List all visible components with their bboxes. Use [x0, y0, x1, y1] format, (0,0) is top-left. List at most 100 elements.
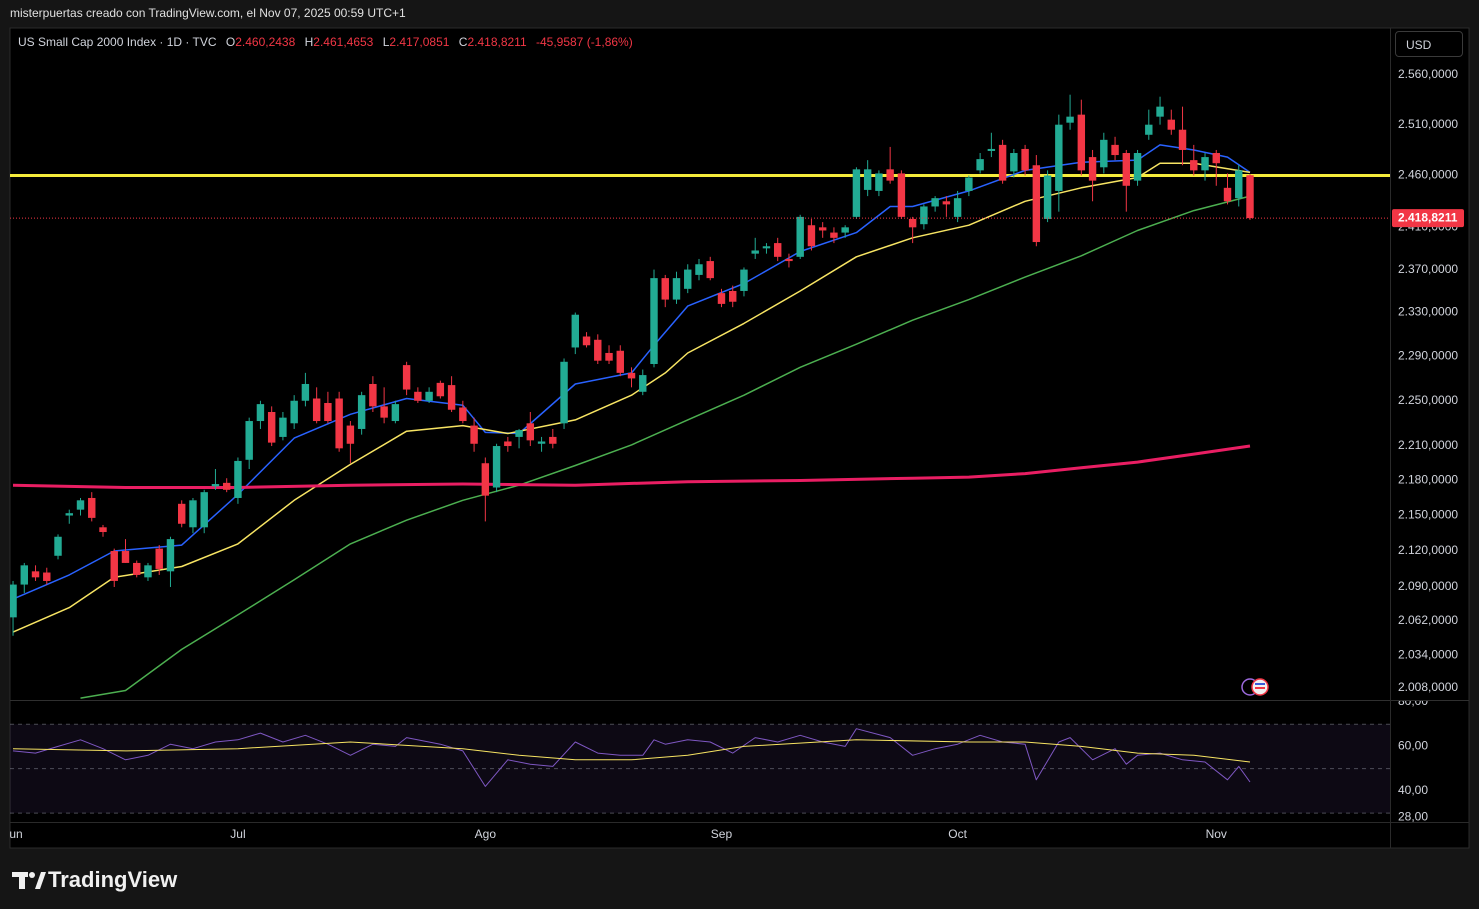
moving-average	[12, 162, 1251, 633]
rsi-axis: 80,00 60,00 40,00 28,00	[1398, 701, 1428, 824]
candle-body	[706, 261, 714, 279]
candle-body	[976, 159, 984, 171]
candle-body	[953, 198, 962, 217]
candle-body	[1212, 153, 1220, 164]
candle-body	[717, 293, 726, 304]
candle-body	[886, 169, 894, 181]
y-tick-label: 2.330,0000	[1398, 305, 1458, 319]
candle-body	[942, 201, 951, 205]
candle-body	[346, 425, 355, 444]
candle-body	[402, 365, 411, 390]
candle-body	[279, 417, 287, 437]
candle-body	[290, 400, 298, 424]
candle-body	[391, 404, 400, 422]
candle-body	[222, 482, 231, 490]
candle-body	[470, 425, 478, 444]
candle-body	[324, 403, 332, 422]
ohlc-value: 2.418,8211	[467, 35, 527, 49]
x-tick-label: Jun	[3, 827, 22, 841]
candle-body	[582, 336, 591, 346]
candle-body	[1190, 160, 1198, 171]
candle-body	[515, 430, 523, 437]
candle-body	[650, 278, 658, 364]
candle-body	[897, 173, 906, 217]
y-tick-label: 2.210,0000	[1398, 438, 1458, 452]
attribution: misterpuertas creado con TradingView.com…	[10, 6, 406, 20]
x-tick-label: Jul	[230, 827, 245, 841]
candle-body	[627, 372, 636, 379]
candle-body	[88, 497, 96, 518]
candle-body	[920, 206, 928, 225]
candle-body	[1010, 153, 1018, 172]
candle-body	[740, 269, 748, 291]
candle-body	[987, 148, 996, 151]
candle-body	[1235, 170, 1243, 199]
x-tick-label: Sep	[711, 827, 733, 841]
candle-body	[863, 169, 872, 190]
candle-body	[852, 169, 861, 217]
candle-body	[65, 513, 73, 516]
candle-body	[616, 350, 624, 373]
candle-body	[1100, 139, 1108, 168]
candle-body	[436, 382, 445, 397]
brand-logo	[12, 872, 46, 889]
candle-body	[841, 227, 849, 233]
y-tick-label: 2.560,0000	[1398, 67, 1458, 81]
x-tick-label: Oct	[948, 827, 967, 841]
candle-body	[818, 227, 827, 231]
chart-frame	[9, 27, 1470, 849]
candle-body	[931, 198, 939, 207]
ohlc-key: C	[458, 35, 468, 49]
candle-body	[301, 383, 310, 401]
candle-body	[785, 258, 793, 262]
candle-body	[189, 500, 197, 528]
candle-body	[908, 218, 917, 228]
price-axis: 2.560,00002.510,00002.460,00002.410,0000…	[1398, 67, 1458, 694]
y-tick-label: 2.250,0000	[1398, 393, 1458, 407]
candle-body	[31, 571, 40, 578]
x-tick-label: Ago	[475, 827, 497, 841]
candle-body	[1223, 187, 1232, 202]
candle-body	[605, 352, 613, 361]
candle-body	[1145, 124, 1153, 135]
candle-body	[875, 173, 883, 191]
candle-body	[549, 436, 557, 444]
ohlc-value: 2.417,0851	[389, 35, 450, 49]
change: -45,9587 (-1,86%)	[535, 35, 633, 49]
candle-body	[133, 562, 141, 575]
candle-body	[1122, 153, 1131, 186]
candle-body	[1178, 129, 1187, 150]
candle-body	[639, 375, 647, 392]
candle-body	[166, 539, 175, 572]
candle-body	[256, 404, 265, 422]
candle-body	[357, 395, 366, 429]
candle-body	[594, 339, 602, 361]
y-tick-label: 2.062,0000	[1398, 613, 1458, 627]
candle-body	[998, 144, 1007, 181]
rsi-tick-label: 28,00	[1398, 810, 1428, 824]
y-tick-label: 2.510,0000	[1398, 117, 1458, 131]
candle-body	[773, 243, 782, 257]
candle-body	[380, 406, 388, 418]
candle-body	[1246, 175, 1254, 219]
currency-button[interactable]: USD	[1395, 31, 1463, 57]
candle-body	[99, 527, 107, 533]
candle-body	[1077, 114, 1086, 171]
candle-body	[335, 398, 343, 449]
last-price-box	[1392, 209, 1464, 228]
candle-body	[245, 421, 253, 460]
event-icons	[1241, 678, 1269, 696]
candle-body	[1156, 106, 1164, 117]
candle-body	[571, 314, 580, 348]
candle-body	[1066, 116, 1074, 123]
y-tick-label: 2.008,0000	[1398, 680, 1458, 694]
candle-body	[76, 500, 85, 510]
candle-body	[1088, 157, 1097, 181]
ohlc-value: 2.461,4653	[313, 35, 374, 49]
candle-body	[661, 278, 669, 300]
candle-body	[492, 446, 501, 488]
candle-body	[684, 269, 692, 289]
rsi-pane	[10, 723, 1390, 814]
time-axis: Jun Jul Ago Sep Oct Nov	[3, 827, 1227, 841]
